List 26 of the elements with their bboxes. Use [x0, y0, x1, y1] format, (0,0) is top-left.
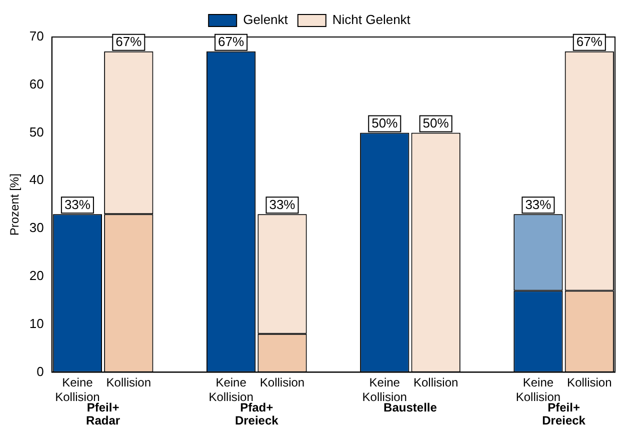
x-tick-label: Kollision [106, 376, 152, 390]
y-tick-label: 60 [29, 76, 44, 92]
x-tick-label: Kollision [260, 376, 305, 390]
y-axis-title: Prozent [%] [8, 174, 22, 236]
x-tick-label: Kollision [413, 376, 458, 390]
text: Pfad+ Dreieck [234, 400, 279, 428]
y-tick-label: 50 [29, 124, 44, 140]
total-label: 33% [64, 196, 91, 212]
x-tick-label: Kollision [567, 376, 612, 390]
total-label: 50% [372, 115, 398, 130]
total-label: 67% [218, 34, 244, 49]
y-tick-label: 10 [29, 316, 44, 331]
total-label: 33% [525, 196, 552, 212]
legend-label: Nicht Gelenkt [332, 12, 411, 28]
total-label: 50% [422, 115, 450, 130]
legend-label: Gelenkt [243, 12, 288, 28]
y-tick-label: 20 [29, 268, 44, 284]
y-tick-label: 70 [29, 28, 44, 44]
y-tick-label: 30 [29, 220, 44, 236]
total-label: 67% [576, 34, 603, 49]
total-label: 33% [269, 196, 296, 212]
y-tick-label: 0 [36, 364, 44, 379]
text: Pfeil+ Dreieck [542, 400, 586, 428]
text: Pfeil+ Radar [86, 400, 120, 428]
y-tick-label: 40 [29, 172, 44, 188]
total-label: 67% [116, 34, 142, 49]
